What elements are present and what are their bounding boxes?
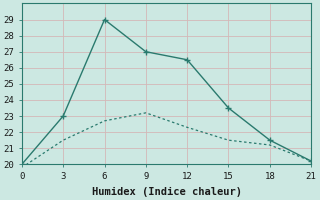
X-axis label: Humidex (Indice chaleur): Humidex (Indice chaleur) (92, 186, 242, 197)
